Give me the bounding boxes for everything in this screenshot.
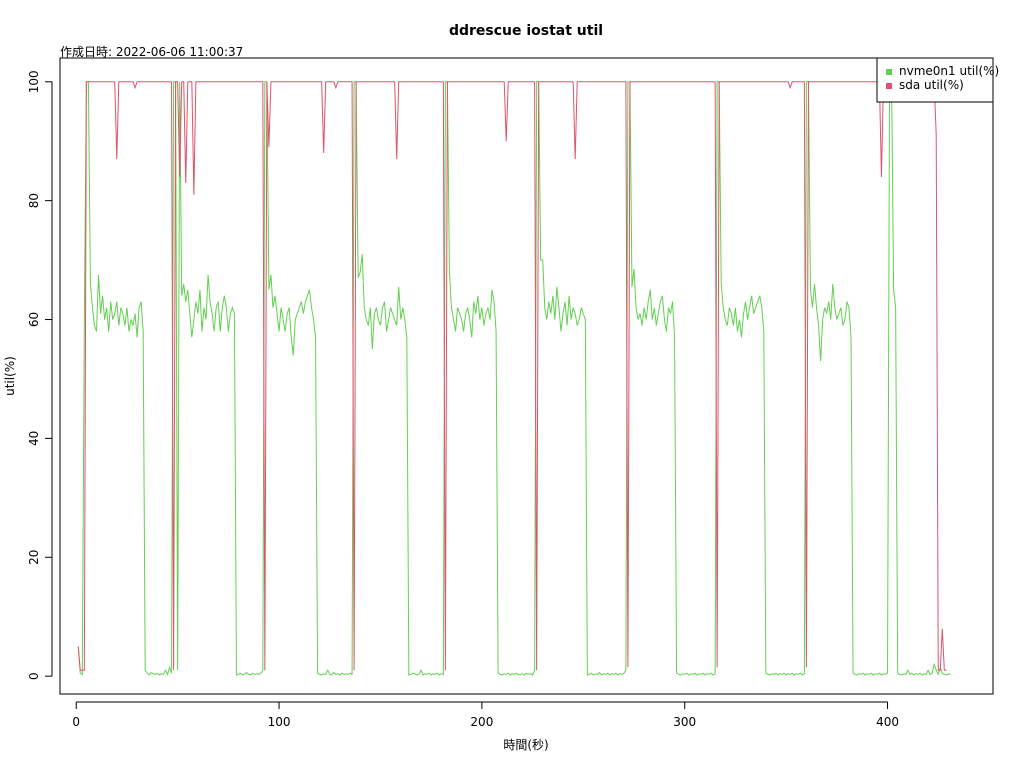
legend-swatch-0 (886, 69, 892, 75)
series-line-1 (77, 81, 947, 671)
y-axis-label: util(%) (3, 356, 17, 396)
y-tick-label: 80 (27, 193, 41, 208)
x-tick-label: 300 (673, 715, 696, 729)
y-tick-label: 20 (27, 550, 41, 565)
y-tick-label: 100 (27, 70, 41, 93)
x-tick-label: 100 (268, 715, 291, 729)
x-tick-label: 200 (470, 715, 493, 729)
x-axis-label: 時間(秒) (503, 738, 548, 752)
series-layer (77, 81, 951, 676)
y-tick-label: 60 (27, 312, 41, 327)
y-axis: 0 20 40 60 80 100 (27, 70, 53, 680)
plot-frame (59, 57, 994, 695)
legend-label-0: nvme0n1 util(%) (899, 64, 999, 78)
chart-subtitle: 作成日時: 2022-06-06 11:00:37 (60, 45, 243, 59)
x-tick-label: 0 (72, 715, 80, 729)
y-tick-label: 0 (27, 672, 41, 680)
chart-title: ddrescue iostat util (449, 23, 603, 39)
legend-swatch-1 (886, 83, 892, 89)
legend: nvme0n1 util(%)sda util(%) (876, 57, 999, 103)
legend-box (876, 57, 994, 103)
x-axis: 0 100 200 300 400 (72, 701, 899, 729)
x-tick-label: 400 (876, 715, 899, 729)
legend-label-1: sda util(%) (899, 78, 964, 92)
series-line-0 (77, 81, 951, 676)
y-tick-label: 40 (27, 431, 41, 446)
